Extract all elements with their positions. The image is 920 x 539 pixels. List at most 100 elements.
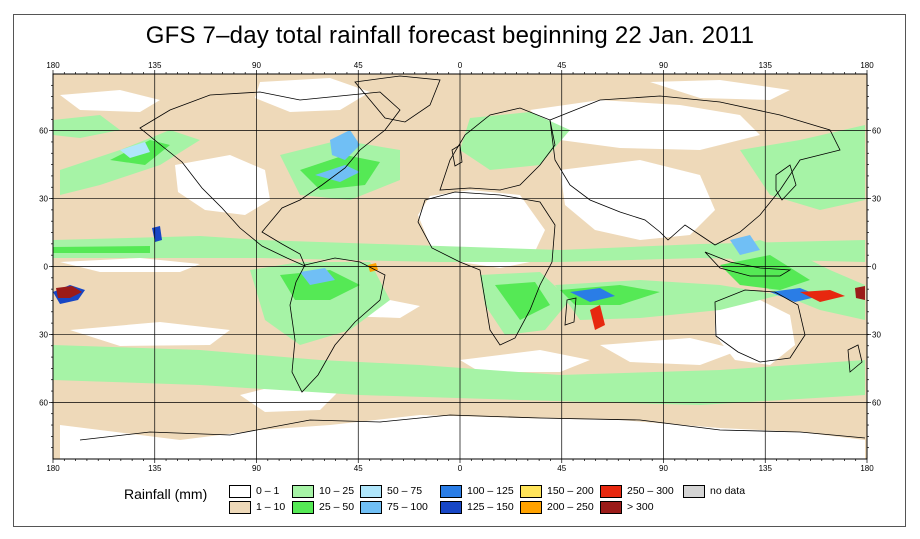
legend-swatch-12 (683, 485, 705, 498)
africa-outline (417, 191, 556, 346)
south-america-outline (289, 257, 386, 393)
asia-outline (549, 95, 841, 246)
rain-band-light (460, 112, 570, 170)
legend-label-3: 25 – 50 (319, 501, 355, 513)
lon-tick-label-top: 135 (759, 61, 773, 70)
dry-region (175, 155, 270, 215)
new-zealand-outline (847, 344, 863, 373)
lon-tick-label-bottom: 135 (148, 464, 162, 473)
lon-tick-label-bottom: 135 (759, 464, 773, 473)
lat-tick-label-right: 30 (872, 330, 881, 339)
lon-tick-label-top: 0 (458, 61, 463, 70)
dry-region (255, 78, 370, 112)
lon-tick-label-bottom: 45 (557, 464, 566, 473)
legend-label-8: 150 – 200 (547, 485, 594, 497)
lat-tick-label-right: 60 (872, 398, 881, 407)
legend-swatch-9 (520, 501, 542, 514)
legend-swatch-10 (600, 485, 622, 498)
dry-region (530, 100, 760, 150)
legend-swatch-7 (440, 501, 462, 514)
graticule (53, 74, 867, 459)
legend-swatch-11 (600, 501, 622, 514)
lat-tick-label-right: 0 (872, 263, 877, 272)
legend-label-11: > 300 (627, 501, 654, 513)
lon-tick-label-bottom: 90 (252, 464, 261, 473)
antarctica-outline (79, 414, 866, 441)
rain-band-mid (280, 270, 360, 300)
rain-band-light (53, 236, 865, 262)
lon-tick-label-bottom: 90 (659, 464, 668, 473)
legend-title: Rainfall (mm) (124, 486, 208, 502)
north-america-outline (139, 91, 401, 267)
lat-tick-label-left: 0 (44, 263, 49, 272)
lon-tick-label-bottom: 0 (458, 464, 463, 473)
lat-tick-label-left: 30 (39, 330, 48, 339)
indonesia-outline (704, 251, 792, 277)
dry-region (715, 300, 795, 365)
lon-tick-label-top: 90 (252, 61, 261, 70)
lon-tick-label-top: 180 (860, 61, 874, 70)
axis-tick-labels: 180 180 135 135 90 90 45 45 0 0 45 45 90 90 135 135 180 1… (39, 61, 881, 473)
lat-tick-label-left: 60 (39, 127, 48, 136)
legend-label-4: 50 – 75 (387, 485, 423, 497)
legend-label-7: 125 – 150 (467, 501, 514, 513)
dry-region (60, 90, 160, 112)
dry-region (70, 322, 230, 346)
dry-region (460, 350, 590, 372)
lon-tick-label-top: 180 (46, 61, 60, 70)
greenland-outline (354, 75, 441, 123)
legend-label-0: 0 – 1 (256, 485, 280, 497)
lat-tick-label-right: 60 (872, 127, 881, 136)
rain-band-heavy (330, 130, 360, 160)
coastlines (79, 75, 866, 441)
lat-tick-label-left: 60 (39, 398, 48, 407)
legend-label-12: no data (710, 485, 746, 497)
lon-tick-label-top: 45 (354, 61, 363, 70)
legend-swatch-6 (440, 485, 462, 498)
legend-swatch-5 (360, 501, 382, 514)
legend-swatch-4 (360, 485, 382, 498)
legend-swatch-1 (229, 501, 251, 514)
lon-tick-label-bottom: 180 (46, 464, 60, 473)
rain-band-heavy (120, 142, 150, 158)
rain-core (855, 286, 865, 300)
figure-frame (13, 14, 906, 527)
rainfall-field (53, 78, 865, 459)
rain-core (800, 290, 845, 302)
rain-band-light (740, 125, 865, 210)
dry-region (600, 338, 740, 365)
rain-band-mid (53, 246, 150, 253)
lat-tick-label-left: 30 (39, 195, 48, 204)
rain-band-heavy (730, 235, 760, 255)
map-title: GFS 7–day total rainfall forecast beginn… (145, 22, 755, 49)
rain-core (590, 305, 605, 330)
legend-swatch-8 (520, 485, 542, 498)
rain-core (56, 286, 82, 298)
europe-outline (439, 107, 556, 191)
rain-band-light (53, 115, 120, 138)
legend-label-2: 10 – 25 (319, 485, 355, 497)
madagascar-outline (564, 297, 577, 326)
legend-label-10: 250 – 300 (627, 485, 674, 497)
rain-core (570, 288, 615, 302)
lon-tick-label-top: 135 (148, 61, 162, 70)
dry-region (60, 258, 200, 272)
dry-region (560, 160, 715, 240)
lon-tick-label-top: 90 (659, 61, 668, 70)
legend-label-6: 100 – 125 (467, 485, 514, 497)
rain-band-heavy (300, 268, 335, 285)
lon-tick-label-bottom: 180 (860, 464, 874, 473)
uk-outline (451, 144, 463, 167)
legend-label-1: 1 – 10 (256, 501, 286, 513)
legend-swatch-2 (292, 485, 314, 498)
lon-tick-label-top: 45 (557, 61, 566, 70)
japan-outline (775, 164, 797, 201)
australia-outline (714, 289, 806, 363)
legend-swatch-0 (229, 485, 251, 498)
legend-swatch-3 (292, 501, 314, 514)
rain-band-light (53, 345, 865, 405)
rain-band-mid (495, 282, 550, 320)
axis-ticks (49, 70, 871, 463)
legend-label-9: 200 – 250 (547, 501, 594, 513)
